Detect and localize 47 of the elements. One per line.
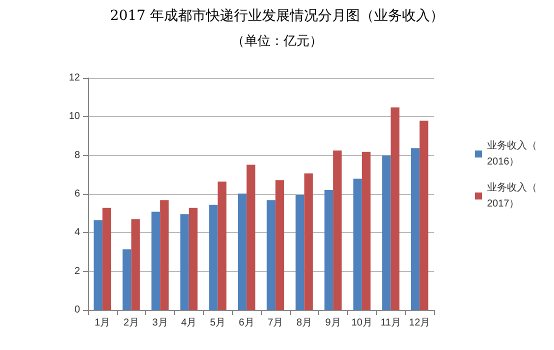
chart-subtitle: （单位：亿元） (232, 34, 322, 49)
bar (266, 200, 276, 310)
x-tick-label: 7月 (268, 318, 284, 328)
bar (246, 164, 256, 310)
x-tick-label: 3月 (152, 318, 168, 328)
legend-label: 业务收入（2016） (487, 140, 537, 168)
bar (122, 249, 132, 310)
x-tick-label: 10月 (351, 318, 372, 328)
y-tick-label: 8 (74, 150, 80, 161)
y-tick-label: 6 (74, 188, 80, 200)
bar (218, 182, 226, 310)
bar (410, 148, 420, 310)
bar (382, 156, 391, 310)
y-tick-label: 4 (74, 227, 80, 238)
x-tick-label: 6月 (238, 318, 254, 328)
y-tick-label: 2 (74, 266, 80, 277)
x-tick-label: 11月 (380, 318, 401, 328)
x-tick-label: 4月 (181, 318, 197, 328)
x-tick-label: 8月 (296, 318, 312, 328)
y-tick-label: 0 (74, 304, 80, 316)
bar (160, 200, 169, 310)
y-tick-label: 12 (68, 72, 80, 84)
bar (102, 208, 112, 310)
bar (131, 219, 140, 310)
bar (420, 120, 428, 310)
bar (151, 212, 160, 310)
legend-label: 业务收入（2017） (487, 182, 537, 210)
bar (362, 152, 371, 310)
bar (275, 180, 284, 310)
bar (238, 194, 247, 310)
bar (304, 173, 313, 310)
x-tick-label: 2月 (123, 318, 140, 328)
x-tick-label: 1月 (94, 318, 110, 328)
chart-title: 2017 年成都市快递行业发展情况分月图（业务收入） (110, 8, 444, 24)
y-tick-label: 10 (68, 111, 80, 122)
bar (180, 214, 189, 310)
bar (94, 220, 102, 310)
bar (333, 150, 342, 310)
bar (188, 208, 198, 310)
bar (390, 107, 400, 310)
bar (324, 190, 334, 310)
x-tick-label: 5月 (210, 318, 226, 328)
x-tick-label: 9月 (325, 318, 341, 328)
bar (353, 178, 362, 310)
bar (296, 194, 304, 310)
x-tick-label: 12月 (409, 318, 430, 328)
bar (209, 204, 218, 310)
